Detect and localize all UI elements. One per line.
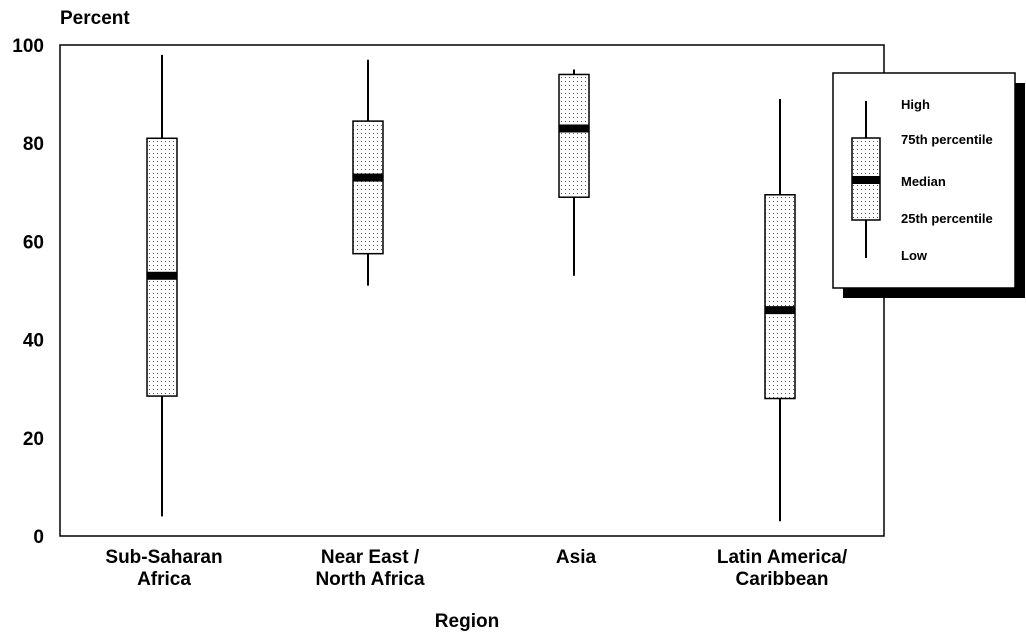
x-category-label: Caribbean: [736, 569, 829, 590]
iqr-box: [558, 73, 590, 198]
legend-median-label: Median: [901, 174, 946, 189]
box-1: [352, 59, 384, 286]
iqr-box: [146, 137, 178, 397]
iqr-box: [764, 194, 796, 400]
x-axis-title: Region: [435, 611, 499, 632]
y-tick-label: 20: [23, 429, 44, 450]
x-category-label: Sub-Saharan: [105, 547, 222, 568]
y-tick-label: 0: [33, 527, 44, 548]
legend-high-label: High: [901, 97, 930, 112]
box-3: [764, 99, 796, 522]
legend-box: [832, 72, 1016, 289]
legend-low-label: Low: [901, 248, 928, 263]
x-category-label: Asia: [556, 547, 597, 568]
box-0: [146, 54, 178, 517]
box-series: [146, 54, 796, 522]
y-tick-label: 40: [23, 331, 44, 352]
x-category-label: Africa: [137, 569, 191, 590]
y-tick-label: 80: [23, 134, 44, 155]
median-bar: [559, 124, 589, 133]
legend-q3-label: 75th percentile: [901, 132, 993, 147]
y-axis-ticks: 0 20 40 60 80 100: [12, 36, 44, 548]
median-bar: [765, 306, 795, 315]
y-axis-title: Percent: [60, 8, 130, 29]
iqr-box: [352, 120, 384, 255]
x-category-label: North Africa: [315, 569, 425, 590]
x-category-label: Near East /: [321, 547, 420, 568]
legend: High 75th percentile Median 25th percent…: [832, 72, 1025, 298]
y-tick-label: 60: [23, 232, 44, 253]
y-tick-label: 100: [12, 36, 44, 57]
median-bar: [353, 173, 383, 182]
median-bar: [147, 271, 177, 280]
x-category-label: Latin America/: [717, 547, 848, 568]
legend-q1-label: 25th percentile: [901, 211, 993, 226]
legend-median-sample: [852, 176, 880, 184]
box-2: [558, 69, 590, 276]
plot-frame: [59, 44, 885, 537]
